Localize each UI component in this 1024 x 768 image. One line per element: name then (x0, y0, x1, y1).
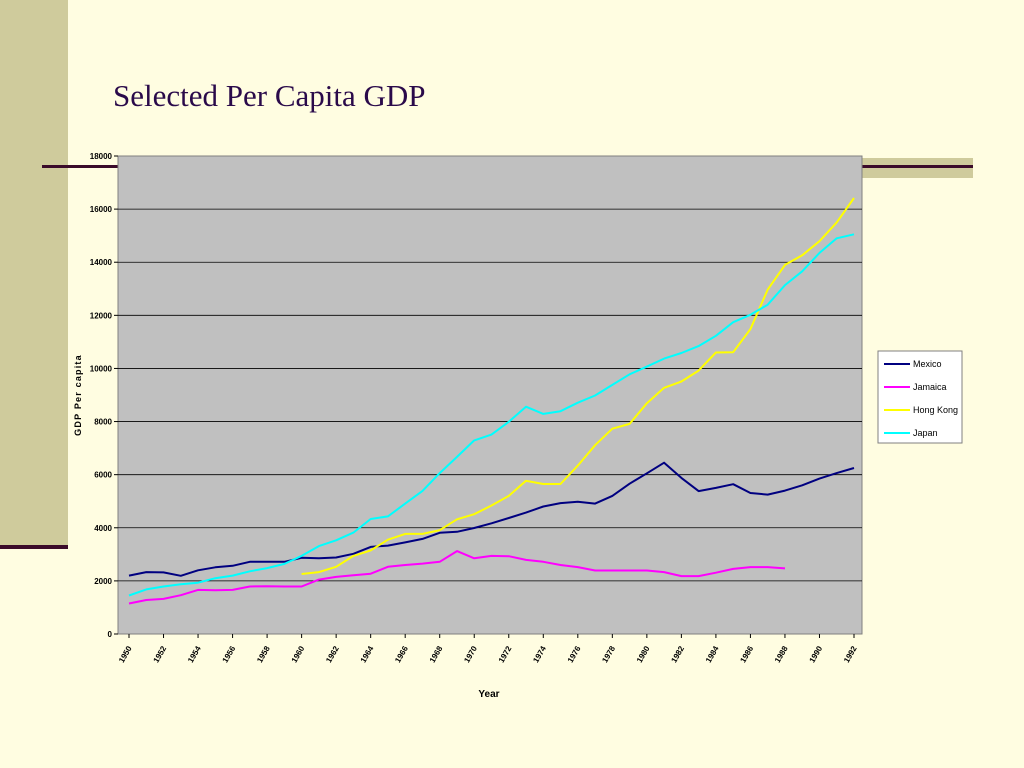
x-tick-label: 1950 (117, 644, 134, 664)
y-tick-label: 18000 (90, 152, 113, 161)
series-lines (128, 197, 855, 605)
legend-box (877, 350, 963, 444)
x-tick-label: 1966 (393, 644, 410, 664)
x-tick-label: 1984 (704, 644, 721, 664)
decorative-side-rule (0, 545, 68, 549)
x-tick-label: 1974 (531, 644, 548, 664)
x-tick-label: 1960 (290, 644, 307, 664)
decorative-side-band (0, 0, 68, 545)
legend-label: Hong Kong (913, 405, 958, 415)
x-axis-label: Year (478, 689, 499, 700)
series-line-japan (128, 233, 855, 597)
x-tick-label: 1968 (428, 644, 445, 664)
y-tick-label: 14000 (90, 258, 113, 267)
y-tick-label: 0 (108, 630, 113, 639)
y-tick-label: 2000 (94, 577, 112, 586)
x-tick-label: 1982 (669, 644, 686, 664)
series-line-mexico (128, 461, 855, 577)
y-tick-label: 4000 (94, 524, 112, 533)
y-tick-label: 12000 (90, 311, 113, 320)
x-tick-label: 1972 (497, 644, 514, 664)
x-tick-label: 1956 (221, 644, 238, 664)
decorative-title-rule-right (862, 165, 973, 168)
legend-label: Mexico (913, 359, 942, 369)
x-tick-label: 1976 (566, 644, 583, 664)
x-tick-label: 1986 (738, 644, 755, 664)
legend-label: Japan (913, 428, 938, 438)
x-tick-label: 1980 (635, 644, 652, 664)
series-line-hong-kong (301, 197, 855, 575)
y-tick-label: 6000 (94, 471, 112, 480)
decorative-title-rule-left (42, 165, 118, 168)
x-tick-label: 1962 (324, 644, 341, 664)
gridlines (118, 208, 862, 582)
slide-title: Selected Per Capita GDP (113, 78, 426, 113)
x-axis-ticks: 1950 1952 1954 1956 1958 1960 1962 1964 1966 1968… (117, 634, 859, 664)
legend: Mexico Jamaica Hong Kong Japan (877, 350, 963, 444)
x-tick-label: 1970 (462, 644, 479, 664)
x-tick-label: 1990 (808, 644, 825, 664)
x-tick-label: 1952 (152, 644, 169, 664)
series-line-jamaica (128, 550, 786, 605)
decorative-right-band (862, 158, 973, 178)
plot-area (117, 155, 863, 635)
y-axis-label: GDP Per capita (73, 354, 83, 436)
y-tick-label: 8000 (94, 418, 112, 427)
x-tick-label: 1978 (600, 644, 617, 664)
y-tick-label: 10000 (90, 364, 113, 373)
y-tick-label: 16000 (90, 205, 113, 214)
x-tick-label: 1992 (842, 644, 859, 664)
x-tick-label: 1964 (359, 644, 376, 664)
y-axis-ticks: 0 2000 4000 6000 8000 10000 12000 14000 16000 180… (90, 152, 118, 639)
x-tick-label: 1954 (186, 644, 203, 664)
x-tick-label: 1958 (255, 644, 272, 664)
legend-label: Jamaica (913, 382, 947, 392)
x-tick-label: 1988 (773, 644, 790, 664)
